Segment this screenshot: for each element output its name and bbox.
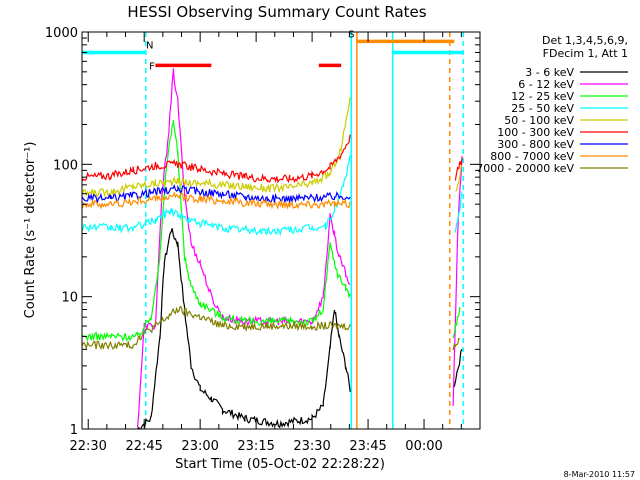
footer-date: 8-Mar-2010 11:57 [564,470,635,479]
series-line-2 [82,119,461,342]
y-axis: 1 10 100 1000 [45,26,480,438]
legend-entry-label: 3 - 6 keV [525,66,574,79]
series-line-5 [82,134,463,184]
legend-header-line: Det 1,3,4,5,6,9, [542,34,628,47]
series-line-3 [82,154,463,237]
legend-entry-label: 7000 - 20000 keV [476,162,574,175]
legend-entry-label: 6 - 12 keV [518,78,574,91]
flag-label-1: F [149,61,155,72]
x-tick-label: 22:30 [69,439,106,454]
x-tick-label: 23:15 [237,439,274,454]
chart-title: HESSI Observing Summary Count Rates [127,3,426,21]
x-tick-label: 23:45 [349,439,386,454]
series-line-6 [82,183,351,204]
x-tick-label: 00:00 [405,439,442,454]
flag-label-3: S [348,29,354,40]
series-line-4 [82,96,463,198]
series-line-8 [82,305,461,351]
y-tick-label: 1000 [45,26,78,41]
legend-header-line: FDecim 1, Att 1 [543,47,628,60]
y-tick-label: 1 [70,423,78,438]
legend-entry-label: 100 - 300 keV [497,126,574,139]
legend-entry-label: 800 - 7000 keV [490,150,574,163]
legend: Det 1,3,4,5,6,9,FDecim 1, Att 1 3 - 6 keV… [476,34,628,175]
legend-entry-label: 25 - 50 keV [511,102,574,115]
series-line-1 [136,68,463,428]
x-axis: 22:30 22:45 23:00 23:15 23:30 23:45 00:00 [69,32,481,454]
y-tick-label: 10 [61,291,78,306]
x-tick-label: 22:45 [125,439,162,454]
plot-frame [81,31,481,430]
legend-entry-label: 50 - 100 keV [504,114,574,127]
flag-label-0: N [146,40,153,51]
x-tick-label: 23:30 [293,439,330,454]
series-line-7 [82,191,351,211]
series-line-0 [137,228,463,429]
legend-entry-label: 300 - 800 keV [497,138,574,151]
x-axis-label: Start Time (05-Oct-02 22:28:22) [175,457,385,472]
legend-entry-label: 12 - 25 keV [511,90,574,103]
x-tick-label: 23:00 [181,439,218,454]
y-axis-label: Count Rate (s⁻¹ detector⁻¹) [23,142,38,319]
y-tick-label: 100 [53,158,78,173]
